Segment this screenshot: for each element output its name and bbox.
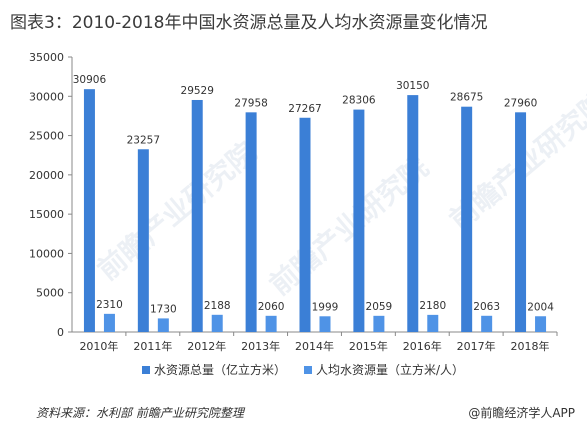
data-label-total-water: 27267: [288, 103, 321, 115]
bar-total-water: [515, 112, 527, 332]
y-tick-label: 35000: [29, 51, 64, 64]
bar-total-water: [137, 149, 149, 332]
footer: 资料来源：水利部 前瞻产业研究院整理 @前瞻经济学人APP: [0, 394, 587, 439]
brand-credit: @前瞻经济学人APP: [468, 404, 575, 421]
data-label-per-capita-water: 2188: [204, 300, 231, 312]
data-label-total-water: 30150: [396, 80, 429, 92]
brand-text: @前瞻经济学人APP: [468, 406, 575, 420]
data-label-per-capita-water: 1730: [150, 303, 177, 315]
data-label-total-water: 27960: [504, 97, 537, 109]
source-note: 资料来源：水利部 前瞻产业研究院整理: [36, 406, 244, 420]
bar-chart: 0 5000 10000 15000 20000 25000 30000 35000 2010…: [29, 51, 558, 377]
bar-per-capita-water: [211, 314, 223, 332]
data-label-per-capita-water: 1999: [312, 301, 339, 313]
legend-label: 水资源总量（亿立方米）: [154, 362, 286, 377]
y-tick-label: 25000: [29, 130, 64, 143]
bar-total-water: [245, 112, 257, 332]
data-label-per-capita-water: 2310: [96, 299, 123, 311]
data-label-total-water: 30906: [73, 74, 107, 86]
data-label-total-water: 28306: [342, 95, 376, 107]
data-label-per-capita-water: 2004: [527, 301, 554, 313]
bar-per-capita-water: [157, 318, 169, 332]
bar-per-capita-water: [103, 313, 115, 332]
data-label-per-capita-water: 2059: [366, 301, 393, 313]
bar-total-water: [461, 106, 473, 332]
chart-title: 图表3：2010-2018年中国水资源总量及人均水资源量变化情况: [10, 13, 488, 33]
bar-per-capita-water: [535, 316, 547, 332]
y-tick-label: 10000: [29, 247, 64, 260]
x-tick-label: 2013年: [241, 339, 280, 353]
y-axis: 0 5000 10000 15000 20000 25000 30000 35000: [29, 51, 73, 339]
data-label-per-capita-water: 2060: [258, 301, 285, 313]
bar-per-capita-water: [265, 315, 277, 332]
x-tick-label: 2010年: [79, 339, 118, 353]
y-tick-label: 30000: [29, 90, 64, 103]
legend-label: 人均水资源量（立方米/人）: [316, 362, 464, 377]
x-tick-label: 2015年: [349, 339, 388, 353]
y-tick-label: 0: [57, 326, 64, 339]
legend-swatch: [142, 366, 150, 374]
x-tick-label: 2012年: [187, 339, 226, 353]
x-tick-label: 2014年: [295, 339, 334, 353]
bar-total-water: [299, 117, 311, 333]
x-axis: 2010年 2011年 2012年 2013年 2014年 2015年 2016年 2017年…: [72, 331, 558, 353]
bar-per-capita-water: [319, 316, 331, 332]
y-tick-label: 5000: [36, 287, 64, 300]
data-label-total-water: 23257: [127, 134, 160, 146]
data-label-per-capita-water: 2180: [419, 300, 446, 312]
data-labels: 30906 2310 23257 1730 29529 2188 27958 2060 2726…: [73, 74, 554, 315]
bar-total-water: [191, 99, 203, 333]
x-tick-label: 2011年: [133, 339, 172, 353]
bar-per-capita-water: [427, 314, 439, 332]
x-tick-label: 2016年: [403, 339, 442, 353]
legend: 水资源总量（亿立方米） 人均水资源量（立方米/人）: [142, 362, 464, 377]
bar-total-water: [353, 109, 365, 333]
x-tick-label: 2018年: [511, 339, 550, 353]
data-label-total-water: 27958: [234, 97, 267, 109]
x-tick-label: 2017年: [457, 339, 496, 353]
data-label-per-capita-water: 2063: [473, 301, 500, 313]
data-label-total-water: 28675: [450, 92, 483, 104]
bar-per-capita-water: [481, 315, 493, 332]
bar-per-capita-water: [373, 315, 385, 332]
bars: [83, 89, 547, 333]
y-tick-label: 15000: [29, 208, 64, 221]
data-label-total-water: 29529: [181, 85, 214, 97]
bar-total-water: [83, 89, 95, 332]
y-tick-label: 20000: [29, 169, 64, 182]
bar-total-water: [407, 95, 419, 332]
legend-swatch: [304, 366, 312, 374]
